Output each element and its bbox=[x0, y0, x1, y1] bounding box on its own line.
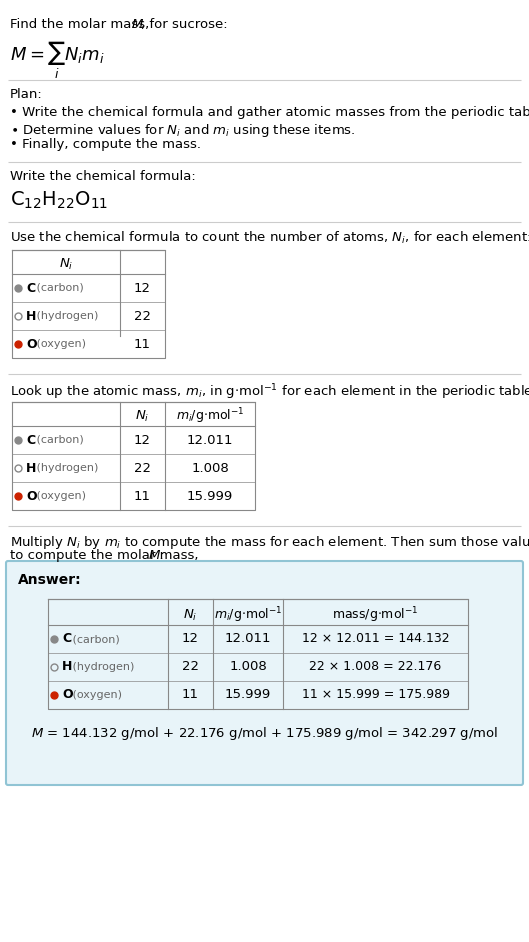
Text: C: C bbox=[26, 433, 35, 447]
Text: O: O bbox=[26, 337, 37, 350]
Text: 12.011: 12.011 bbox=[187, 433, 233, 447]
Text: Look up the atomic mass, $m_i$, in g$\cdot$mol$^{-1}$ for each element in the pe: Look up the atomic mass, $m_i$, in g$\cd… bbox=[10, 382, 529, 401]
Text: $N_i$: $N_i$ bbox=[183, 608, 198, 623]
Text: C: C bbox=[26, 282, 35, 295]
Text: $M$ = 144.132 g/mol + 22.176 g/mol + 175.989 g/mol = 342.297 g/mol: $M$ = 144.132 g/mol + 22.176 g/mol + 175… bbox=[31, 725, 498, 742]
Text: (carbon): (carbon) bbox=[33, 435, 84, 445]
Text: 15.999: 15.999 bbox=[187, 490, 233, 502]
Text: H: H bbox=[62, 660, 72, 674]
Text: Multiply $N_i$ by $m_i$ to compute the mass for each element. Then sum those val: Multiply $N_i$ by $m_i$ to compute the m… bbox=[10, 534, 529, 551]
Text: 12 × 12.011 = 144.132: 12 × 12.011 = 144.132 bbox=[302, 632, 449, 645]
Text: Answer:: Answer: bbox=[18, 573, 81, 587]
Text: Use the chemical formula to count the number of atoms, $N_i$, for each element:: Use the chemical formula to count the nu… bbox=[10, 230, 529, 246]
Text: 1.008: 1.008 bbox=[229, 660, 267, 674]
Text: $\mathrm{C_{12}H_{22}O_{11}}$: $\mathrm{C_{12}H_{22}O_{11}}$ bbox=[10, 190, 108, 211]
Text: M: M bbox=[132, 18, 143, 31]
Text: $m_i$/g$\cdot$mol$^{-1}$: $m_i$/g$\cdot$mol$^{-1}$ bbox=[214, 605, 282, 625]
Text: $\bullet$ Determine values for $N_i$ and $m_i$ using these items.: $\bullet$ Determine values for $N_i$ and… bbox=[10, 122, 355, 139]
Text: 22: 22 bbox=[134, 310, 151, 322]
Text: H: H bbox=[26, 462, 37, 475]
Text: • Write the chemical formula and gather atomic masses from the periodic table.: • Write the chemical formula and gather … bbox=[10, 106, 529, 119]
Text: Plan:: Plan: bbox=[10, 88, 43, 101]
Text: (hydrogen): (hydrogen) bbox=[69, 662, 134, 672]
Text: (hydrogen): (hydrogen) bbox=[33, 463, 98, 473]
Text: (carbon): (carbon) bbox=[69, 634, 120, 644]
Text: 22 × 1.008 = 22.176: 22 × 1.008 = 22.176 bbox=[309, 660, 442, 674]
Text: H: H bbox=[26, 310, 37, 322]
Text: (oxygen): (oxygen) bbox=[69, 690, 122, 700]
Text: 22: 22 bbox=[182, 660, 199, 674]
Text: $N_i$: $N_i$ bbox=[135, 409, 150, 424]
Text: 11: 11 bbox=[134, 337, 151, 350]
Text: 11: 11 bbox=[134, 490, 151, 502]
Text: 12.011: 12.011 bbox=[225, 632, 271, 645]
Text: , for sucrose:: , for sucrose: bbox=[141, 18, 227, 31]
Text: (oxygen): (oxygen) bbox=[33, 339, 86, 349]
Text: O: O bbox=[26, 490, 37, 502]
Text: Find the molar mass,: Find the molar mass, bbox=[10, 18, 153, 31]
Text: mass/g$\cdot$mol$^{-1}$: mass/g$\cdot$mol$^{-1}$ bbox=[332, 605, 419, 625]
Text: to compute the molar mass,: to compute the molar mass, bbox=[10, 549, 203, 562]
Text: (oxygen): (oxygen) bbox=[33, 491, 86, 501]
Text: 12: 12 bbox=[134, 433, 151, 447]
Text: 11 × 15.999 = 175.989: 11 × 15.999 = 175.989 bbox=[302, 689, 450, 702]
FancyBboxPatch shape bbox=[6, 561, 523, 785]
Text: 12: 12 bbox=[182, 632, 199, 645]
Text: $N_i$: $N_i$ bbox=[59, 256, 73, 271]
Text: C: C bbox=[62, 632, 71, 645]
Text: $M$:: $M$: bbox=[148, 549, 165, 562]
Text: 15.999: 15.999 bbox=[225, 689, 271, 702]
Text: (hydrogen): (hydrogen) bbox=[33, 311, 98, 321]
Text: (carbon): (carbon) bbox=[33, 283, 84, 293]
Text: Write the chemical formula:: Write the chemical formula: bbox=[10, 170, 196, 183]
Text: • Finally, compute the mass.: • Finally, compute the mass. bbox=[10, 138, 201, 151]
Text: $M = \sum_i N_i m_i$: $M = \sum_i N_i m_i$ bbox=[10, 40, 104, 81]
Text: 1.008: 1.008 bbox=[191, 462, 229, 475]
Text: $m_i$/g$\cdot$mol$^{-1}$: $m_i$/g$\cdot$mol$^{-1}$ bbox=[176, 406, 244, 426]
Text: 22: 22 bbox=[134, 462, 151, 475]
Text: O: O bbox=[62, 689, 72, 702]
Text: 11: 11 bbox=[182, 689, 199, 702]
Text: 12: 12 bbox=[134, 282, 151, 295]
